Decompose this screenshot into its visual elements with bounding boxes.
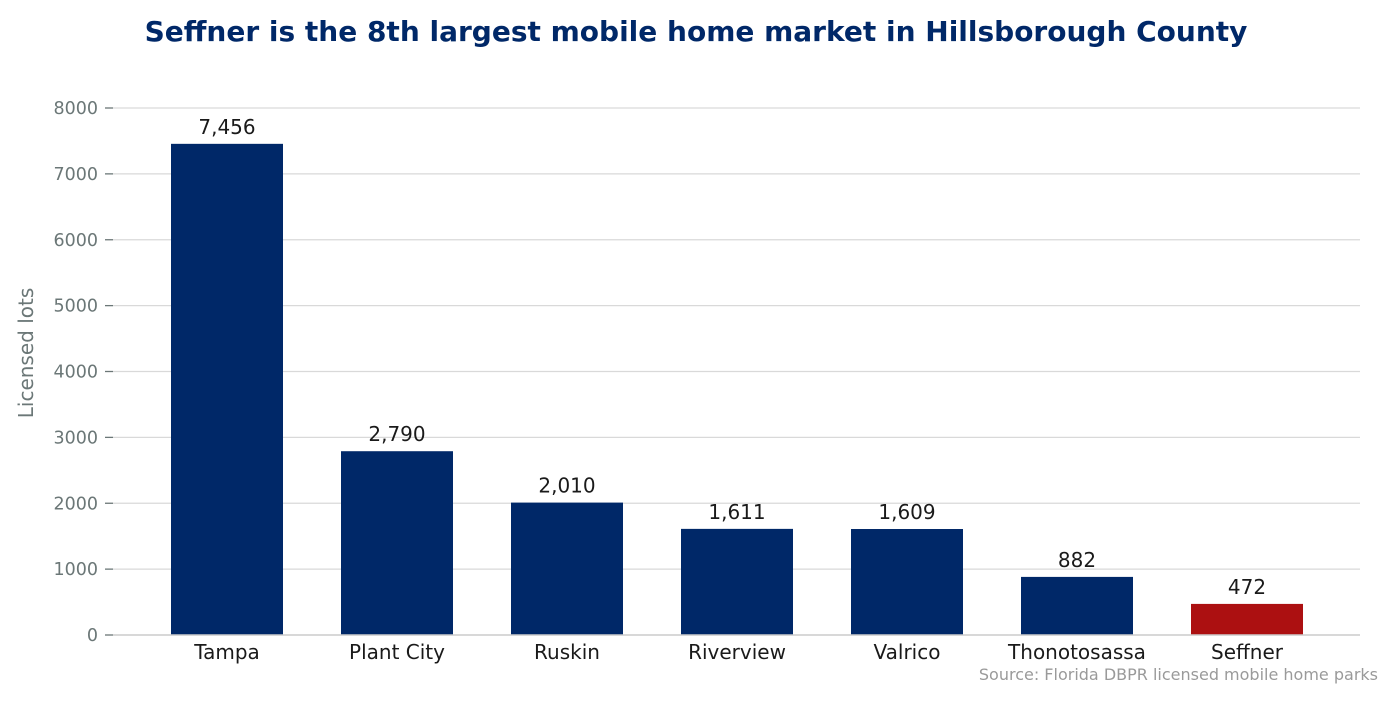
x-tick-label: Plant City [349, 640, 445, 664]
bar-thonotosassa [1021, 576, 1133, 635]
bar-valrico [851, 529, 963, 635]
y-tick-label: 5000 [53, 297, 98, 317]
y-tick-label: 4000 [53, 363, 98, 383]
bar-plant-city [341, 451, 453, 635]
y-axis: 0 1000 2000 3000 4000 5000 6000 7000 8000 [53, 99, 113, 646]
y-tick-label: 8000 [53, 99, 98, 119]
x-axis: Tampa Plant City Ruskin Riverview Valrico Tho… [113, 634, 1360, 664]
data-label: 7,456 [198, 115, 255, 139]
y-tick-label: 1000 [53, 560, 98, 580]
x-tick-label: Tampa [193, 640, 260, 664]
x-tick-label: Riverview [688, 640, 786, 664]
data-label: 882 [1058, 548, 1096, 572]
data-label: 2,790 [368, 422, 425, 446]
bar-seffner [1191, 603, 1303, 635]
bar-riverview [681, 528, 793, 635]
bar-ruskin [511, 502, 623, 635]
data-label: 1,611 [708, 500, 765, 524]
y-tick-label: 6000 [53, 231, 98, 251]
bar-tampa [171, 143, 283, 635]
y-tick-label: 7000 [53, 165, 98, 185]
data-label: 2,010 [538, 474, 595, 498]
source-note: Source: Florida DBPR licensed mobile hom… [979, 665, 1378, 684]
bars: 7,456 2,790 2,010 1,611 1,609 882 472 [171, 115, 1303, 635]
data-label: 1,609 [878, 500, 935, 524]
x-tick-label: Thonotosassa [1007, 640, 1146, 664]
data-label: 472 [1228, 575, 1266, 599]
x-tick-label: Ruskin [534, 640, 600, 664]
x-tick-label: Valrico [874, 640, 941, 664]
chart-title: Seffner is the 8th largest mobile home m… [145, 15, 1248, 48]
x-tick-label: Seffner [1211, 640, 1284, 664]
y-tick-label: 0 [87, 626, 98, 646]
y-axis-label: Licensed lots [14, 288, 38, 419]
y-tick-label: 2000 [53, 494, 98, 514]
gridlines [113, 107, 1360, 570]
y-tick-label: 3000 [53, 428, 98, 448]
